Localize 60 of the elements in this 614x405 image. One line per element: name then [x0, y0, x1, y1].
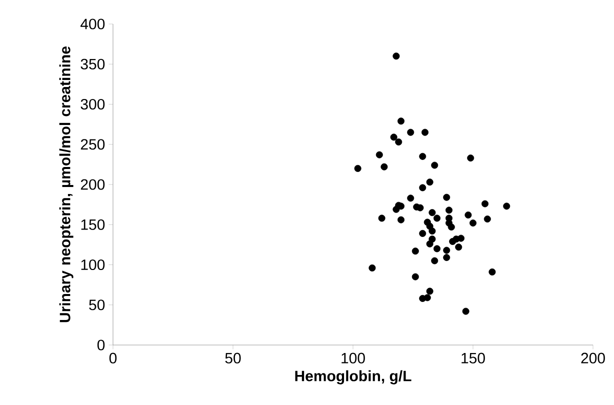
x-tick-label: 100 [342, 352, 365, 364]
y-axis-title: Urinary neopterin, µmol/mol creatinine [59, 46, 74, 322]
y-tick-label: 100 [81, 259, 105, 270]
point [416, 204, 424, 212]
point [503, 202, 510, 210]
point [434, 214, 440, 222]
x-tick-label: 150 [462, 352, 485, 364]
y-tick-label: 0 [97, 340, 105, 350]
y-tick-label: 150 [81, 219, 105, 230]
point [426, 288, 434, 295]
point [407, 128, 414, 136]
point [398, 216, 404, 224]
point [380, 163, 388, 170]
point [428, 228, 436, 235]
point [392, 52, 400, 60]
x-axis-title: Hemoglobin, g/L [295, 370, 412, 384]
point [419, 230, 426, 237]
point [378, 214, 386, 222]
point [482, 200, 488, 208]
point [407, 194, 414, 202]
point [419, 152, 426, 160]
point [422, 128, 428, 136]
point [426, 240, 434, 248]
point [390, 134, 398, 141]
point [434, 245, 440, 252]
point [446, 206, 452, 214]
point [470, 220, 476, 227]
x-tick-label: 0 [109, 352, 117, 364]
point [448, 224, 455, 231]
point [376, 151, 383, 158]
y-tick-label: 200 [80, 179, 105, 190]
point [488, 268, 496, 276]
point [354, 164, 362, 172]
point [431, 162, 438, 169]
point [412, 248, 419, 255]
point [455, 244, 462, 251]
point [424, 294, 431, 302]
y-tick-label: 350 [80, 58, 105, 70]
y-tick-label: 250 [80, 139, 105, 150]
point [458, 234, 464, 242]
point [419, 184, 426, 192]
point [464, 211, 472, 218]
y-tick-label: 50 [89, 300, 105, 310]
point [462, 308, 470, 315]
point [412, 273, 419, 280]
point [443, 194, 450, 201]
point [428, 209, 436, 216]
x-tick-label: 200 [581, 352, 605, 364]
point [443, 254, 450, 262]
point [484, 216, 491, 223]
y-tick-label: 300 [80, 98, 105, 110]
point [398, 118, 404, 125]
point [426, 178, 434, 186]
point [443, 246, 450, 254]
y-tick-label: 400 [80, 18, 105, 30]
x-tick-label: 50 [225, 352, 241, 364]
point [368, 264, 376, 272]
point [467, 154, 474, 162]
point [395, 138, 402, 146]
point [431, 257, 438, 264]
